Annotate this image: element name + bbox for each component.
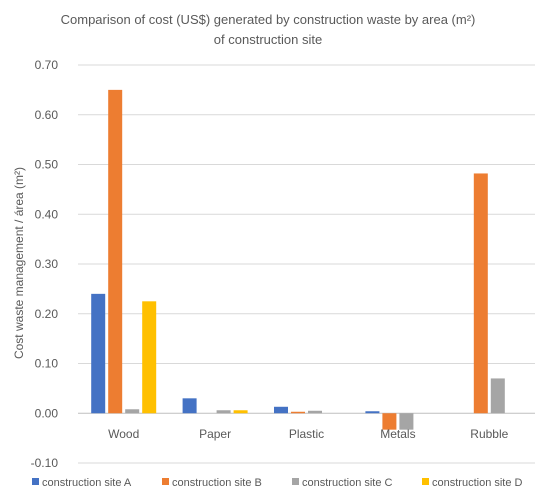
bar-plastic-series-2: [291, 411, 305, 414]
legend-label: construction site D: [432, 477, 523, 489]
y-tick-label: 0.30: [35, 257, 59, 271]
legend-swatch: [422, 478, 429, 485]
bar-metals-series-3: [399, 413, 414, 430]
y-axis-label: Cost waste management / área (m²): [12, 167, 26, 359]
bar-metals-series-1: [365, 411, 380, 414]
bar-wood-series-1: [91, 293, 106, 414]
y-tick-label: 0.10: [35, 357, 59, 371]
y-tick-label: 0.20: [35, 307, 59, 321]
y-tick-label: 0.50: [35, 158, 59, 172]
chart-title-line-2: of construction site: [214, 32, 322, 47]
x-category-label: Wood: [108, 427, 139, 441]
legend-label: construction site A: [42, 477, 132, 489]
bar-wood-series-4: [142, 301, 157, 414]
chart-title: Comparison of cost (US$) generated by co…: [61, 12, 476, 27]
y-tick-label: 0.40: [35, 207, 59, 221]
bar-paper-series-1: [182, 398, 197, 414]
bar-metals-series-2: [382, 413, 397, 430]
y-tick-label: 0.70: [35, 58, 59, 72]
legend-swatch: [162, 478, 169, 485]
x-axis-categories: Wood Paper Plastic Metals Rubble: [108, 427, 509, 441]
bar-plastic-series-1: [274, 406, 288, 414]
y-axis-ticks: -0.10 0.00 0.10 0.20 0.30 0.40 0.50 0.60 0.70: [31, 58, 59, 470]
x-category-label: Metals: [380, 427, 415, 441]
x-category-label: Paper: [199, 427, 231, 441]
bar-rubble-series-2: [473, 173, 488, 414]
legend-label: construction site C: [302, 477, 393, 489]
bar-plastic-series-3: [308, 410, 322, 414]
bar-wood-series-2: [108, 89, 123, 414]
bar-paper-series-3: [216, 410, 231, 414]
x-category-label: Rubble: [470, 427, 508, 441]
x-category-label: Plastic: [289, 427, 324, 441]
legend-swatch: [292, 478, 299, 485]
y-tick-label: -0.10: [31, 456, 59, 470]
bar-rubble-series-3: [490, 378, 505, 414]
legend-label: construction site B: [172, 477, 262, 489]
legend-swatch: [32, 478, 39, 485]
bars: [91, 89, 505, 430]
y-tick-label: 0.60: [35, 108, 59, 122]
bar-paper-series-4: [233, 410, 248, 414]
bar-wood-series-3: [125, 409, 140, 414]
legend: construction site A construction site B co…: [32, 477, 523, 489]
y-tick-label: 0.00: [35, 406, 59, 420]
